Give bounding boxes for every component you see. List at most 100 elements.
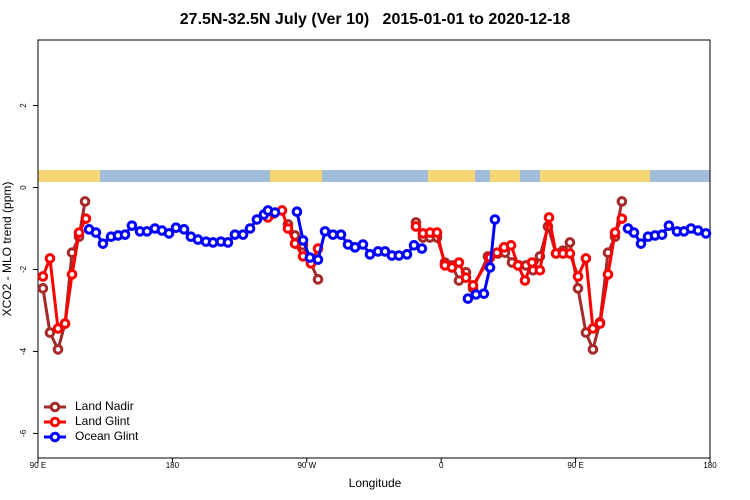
plot-frame xyxy=(37,39,711,459)
data-point xyxy=(312,274,324,285)
data-point xyxy=(572,283,584,294)
data-point xyxy=(207,237,219,248)
data-point xyxy=(357,239,369,250)
data-point xyxy=(327,229,339,240)
data-point xyxy=(297,235,309,246)
data-point xyxy=(489,214,501,225)
data-point xyxy=(663,220,675,231)
y-tick-label: 0 xyxy=(19,185,28,190)
legend-marker xyxy=(49,401,61,413)
land-strip xyxy=(38,170,100,182)
data-point xyxy=(453,257,465,268)
land-strip xyxy=(540,170,650,182)
data-point xyxy=(512,260,524,271)
data-point xyxy=(416,243,428,254)
data-point xyxy=(572,271,584,282)
data-point xyxy=(446,262,458,273)
data-point xyxy=(269,207,281,218)
data-point xyxy=(410,221,422,232)
legend-label: Land Glint xyxy=(75,414,130,428)
data-point xyxy=(505,240,517,251)
y-axis-label: XCO2 - MLO trend (ppm) xyxy=(0,182,14,317)
land-strip xyxy=(270,170,322,182)
data-point xyxy=(519,275,531,286)
y-tick-label: 2 xyxy=(19,103,28,108)
data-point xyxy=(37,283,49,294)
data-point xyxy=(73,227,85,238)
data-point xyxy=(470,289,482,300)
data-point xyxy=(79,196,91,207)
data-point xyxy=(616,196,628,207)
data-point xyxy=(543,212,555,223)
data-point xyxy=(478,288,490,299)
data-point xyxy=(587,344,599,355)
data-point xyxy=(564,248,576,259)
data-point xyxy=(602,269,614,280)
data-point xyxy=(289,238,301,249)
data-point xyxy=(119,229,131,240)
data-point xyxy=(126,220,138,231)
data-point xyxy=(616,213,628,224)
data-point xyxy=(460,272,472,283)
data-point xyxy=(59,318,71,329)
x-tick-label: 0 xyxy=(439,461,444,470)
data-point xyxy=(700,228,712,239)
data-point xyxy=(52,344,64,355)
land-ocean-strip xyxy=(38,170,710,182)
x-tick-label: 90 E xyxy=(30,461,46,470)
data-point xyxy=(312,254,324,265)
x-tick-label: 90 W xyxy=(297,461,316,470)
data-point xyxy=(170,222,182,233)
data-point xyxy=(401,249,413,260)
data-point xyxy=(628,227,640,238)
data-point xyxy=(462,293,474,304)
data-point xyxy=(80,213,92,224)
data-point xyxy=(90,227,102,238)
data-point xyxy=(44,253,56,264)
data-point xyxy=(564,237,576,248)
data-point xyxy=(484,262,496,273)
land-strip xyxy=(490,170,520,182)
y-tick-label: -4 xyxy=(19,347,28,355)
data-point xyxy=(526,257,538,268)
data-point xyxy=(635,238,647,249)
x-axis-label: Longitude xyxy=(349,476,402,490)
legend-marker xyxy=(49,431,61,443)
data-point xyxy=(304,252,316,263)
data-point xyxy=(594,318,606,329)
data-point xyxy=(587,323,599,334)
data-point xyxy=(491,247,503,258)
data-point xyxy=(431,227,443,238)
x-tick-label: 180 xyxy=(703,461,717,470)
data-point xyxy=(163,228,175,239)
data-point xyxy=(393,250,405,261)
y-tick-label: -2 xyxy=(19,265,28,273)
data-point xyxy=(52,323,64,334)
data-point xyxy=(656,229,668,240)
data-point xyxy=(37,271,49,282)
data-point xyxy=(229,229,241,240)
y-tick-label: -6 xyxy=(19,429,28,437)
legend-label: Ocean Glint xyxy=(75,429,139,443)
data-point xyxy=(609,227,621,238)
data-point xyxy=(251,214,263,225)
land-strip xyxy=(428,170,475,182)
data-point xyxy=(192,234,204,245)
data-point xyxy=(282,223,294,234)
legend-label: Land Nadir xyxy=(75,399,134,413)
data-point xyxy=(467,280,479,291)
data-point xyxy=(364,249,376,260)
data-point xyxy=(97,238,109,249)
data-point xyxy=(291,206,303,218)
data-point xyxy=(335,229,347,240)
data-point xyxy=(66,269,78,280)
data-point xyxy=(244,223,256,234)
x-tick-label: 90 E xyxy=(567,461,583,470)
data-point xyxy=(44,327,56,338)
data-point xyxy=(222,237,234,248)
data-point xyxy=(237,229,249,240)
legend-marker xyxy=(49,416,61,428)
x-tick-label: 180 xyxy=(166,461,180,470)
